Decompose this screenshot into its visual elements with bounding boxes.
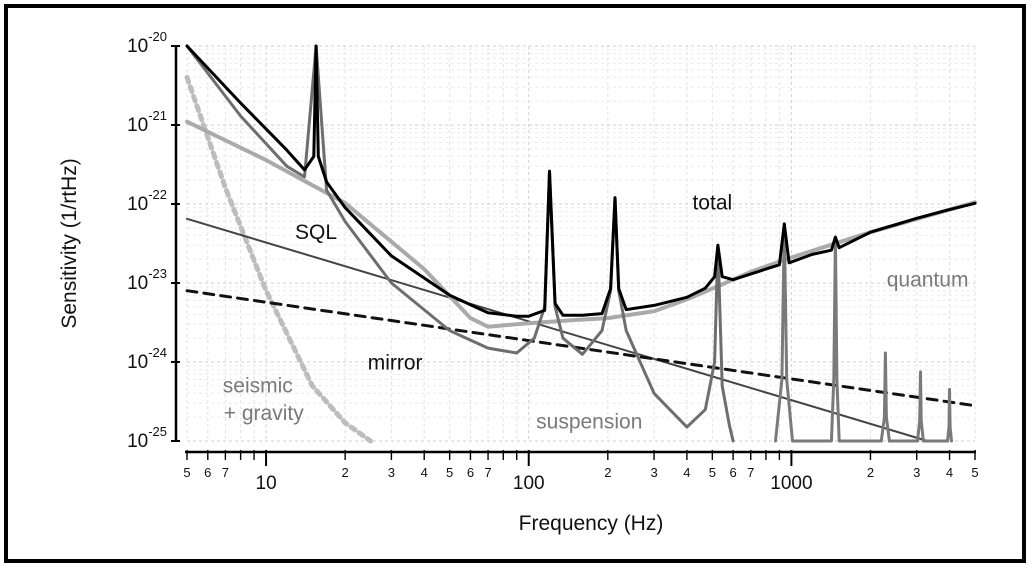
x-minor-tick-label: 6 <box>730 465 737 480</box>
y-tick-base: 10 <box>127 36 148 57</box>
series-layer <box>184 44 977 444</box>
y-tick-label: 10-24 <box>127 345 167 373</box>
y-tick-exponent: -20 <box>148 29 167 44</box>
y-tick-base: 10 <box>127 115 148 136</box>
x-minor-tick-label: 6 <box>467 465 474 480</box>
annotations: total SQL quantum mirror seismic + gravity sus… <box>223 192 969 434</box>
y-tick-label: 10-20 <box>127 29 167 57</box>
x-major-tick-label: 1000 <box>770 473 812 494</box>
x-minor-tick-label: 5 <box>446 465 453 480</box>
y-tick-base: 10 <box>127 352 148 373</box>
x-axis-label: Frequency (Hz) <box>519 512 664 535</box>
series-violin-modes <box>774 222 953 443</box>
annotation-label: seismic <box>223 375 293 398</box>
x-minor-tick-label: 2 <box>604 465 611 480</box>
y-tick-base: 10 <box>127 431 148 452</box>
y-tick-label: 10-25 <box>127 424 167 452</box>
x-minor-tick-label: 3 <box>388 465 395 480</box>
annotation-label: + gravity <box>224 402 304 425</box>
x-minor-tick-label: 2 <box>867 465 874 480</box>
x-minor-tick-label: 4 <box>946 465 953 480</box>
x-minor-tick-label: 3 <box>650 465 657 480</box>
grid-lines <box>186 45 976 442</box>
y-tick-exponent: -22 <box>148 187 167 202</box>
y-tick-exponent: -21 <box>148 108 167 123</box>
x-minor-tick-label: 6 <box>204 465 211 480</box>
y-tick-exponent: -23 <box>148 266 167 281</box>
y-tick-label: 10-22 <box>127 187 167 215</box>
x-minor-tick-label: 7 <box>484 465 491 480</box>
series-total <box>185 44 977 318</box>
y-axis-label: Sensitivity (1/rtHz) <box>58 158 81 328</box>
x-minor-tick-label: 4 <box>683 465 690 480</box>
y-tick-exponent: -24 <box>148 345 167 360</box>
series-seismic-gravity <box>184 74 374 444</box>
series-suspension <box>185 44 735 443</box>
series-quantum <box>185 119 977 329</box>
x-minor-tick-label: 7 <box>222 465 229 480</box>
axes <box>171 45 976 466</box>
annotation-label: SQL <box>295 221 337 244</box>
x-minor-tick-label: 7 <box>747 465 754 480</box>
x-minor-tick-label: 2 <box>342 465 349 480</box>
y-tick-label: 10-21 <box>127 108 167 136</box>
x-minor-tick-label: 5 <box>183 465 190 480</box>
y-tick-base: 10 <box>127 273 148 294</box>
y-tick-exponent: -25 <box>148 424 167 439</box>
y-tick-label: 10-23 <box>127 266 167 294</box>
series-sql <box>186 217 929 442</box>
annotation-label: suspension <box>536 410 642 433</box>
x-minor-tick-label: 3 <box>913 465 920 480</box>
x-minor-tick-label: 5 <box>971 465 978 480</box>
series-mirror <box>185 289 977 408</box>
x-minor-tick-label: 5 <box>709 465 716 480</box>
annotation-label: total <box>692 192 732 215</box>
x-minor-tick-label: 4 <box>421 465 428 480</box>
y-tick-base: 10 <box>127 194 148 215</box>
x-major-tick-label: 100 <box>513 473 545 494</box>
annotation-label: quantum <box>887 269 969 292</box>
x-major-tick-label: 10 <box>256 473 277 494</box>
annotation-label: mirror <box>368 352 423 375</box>
